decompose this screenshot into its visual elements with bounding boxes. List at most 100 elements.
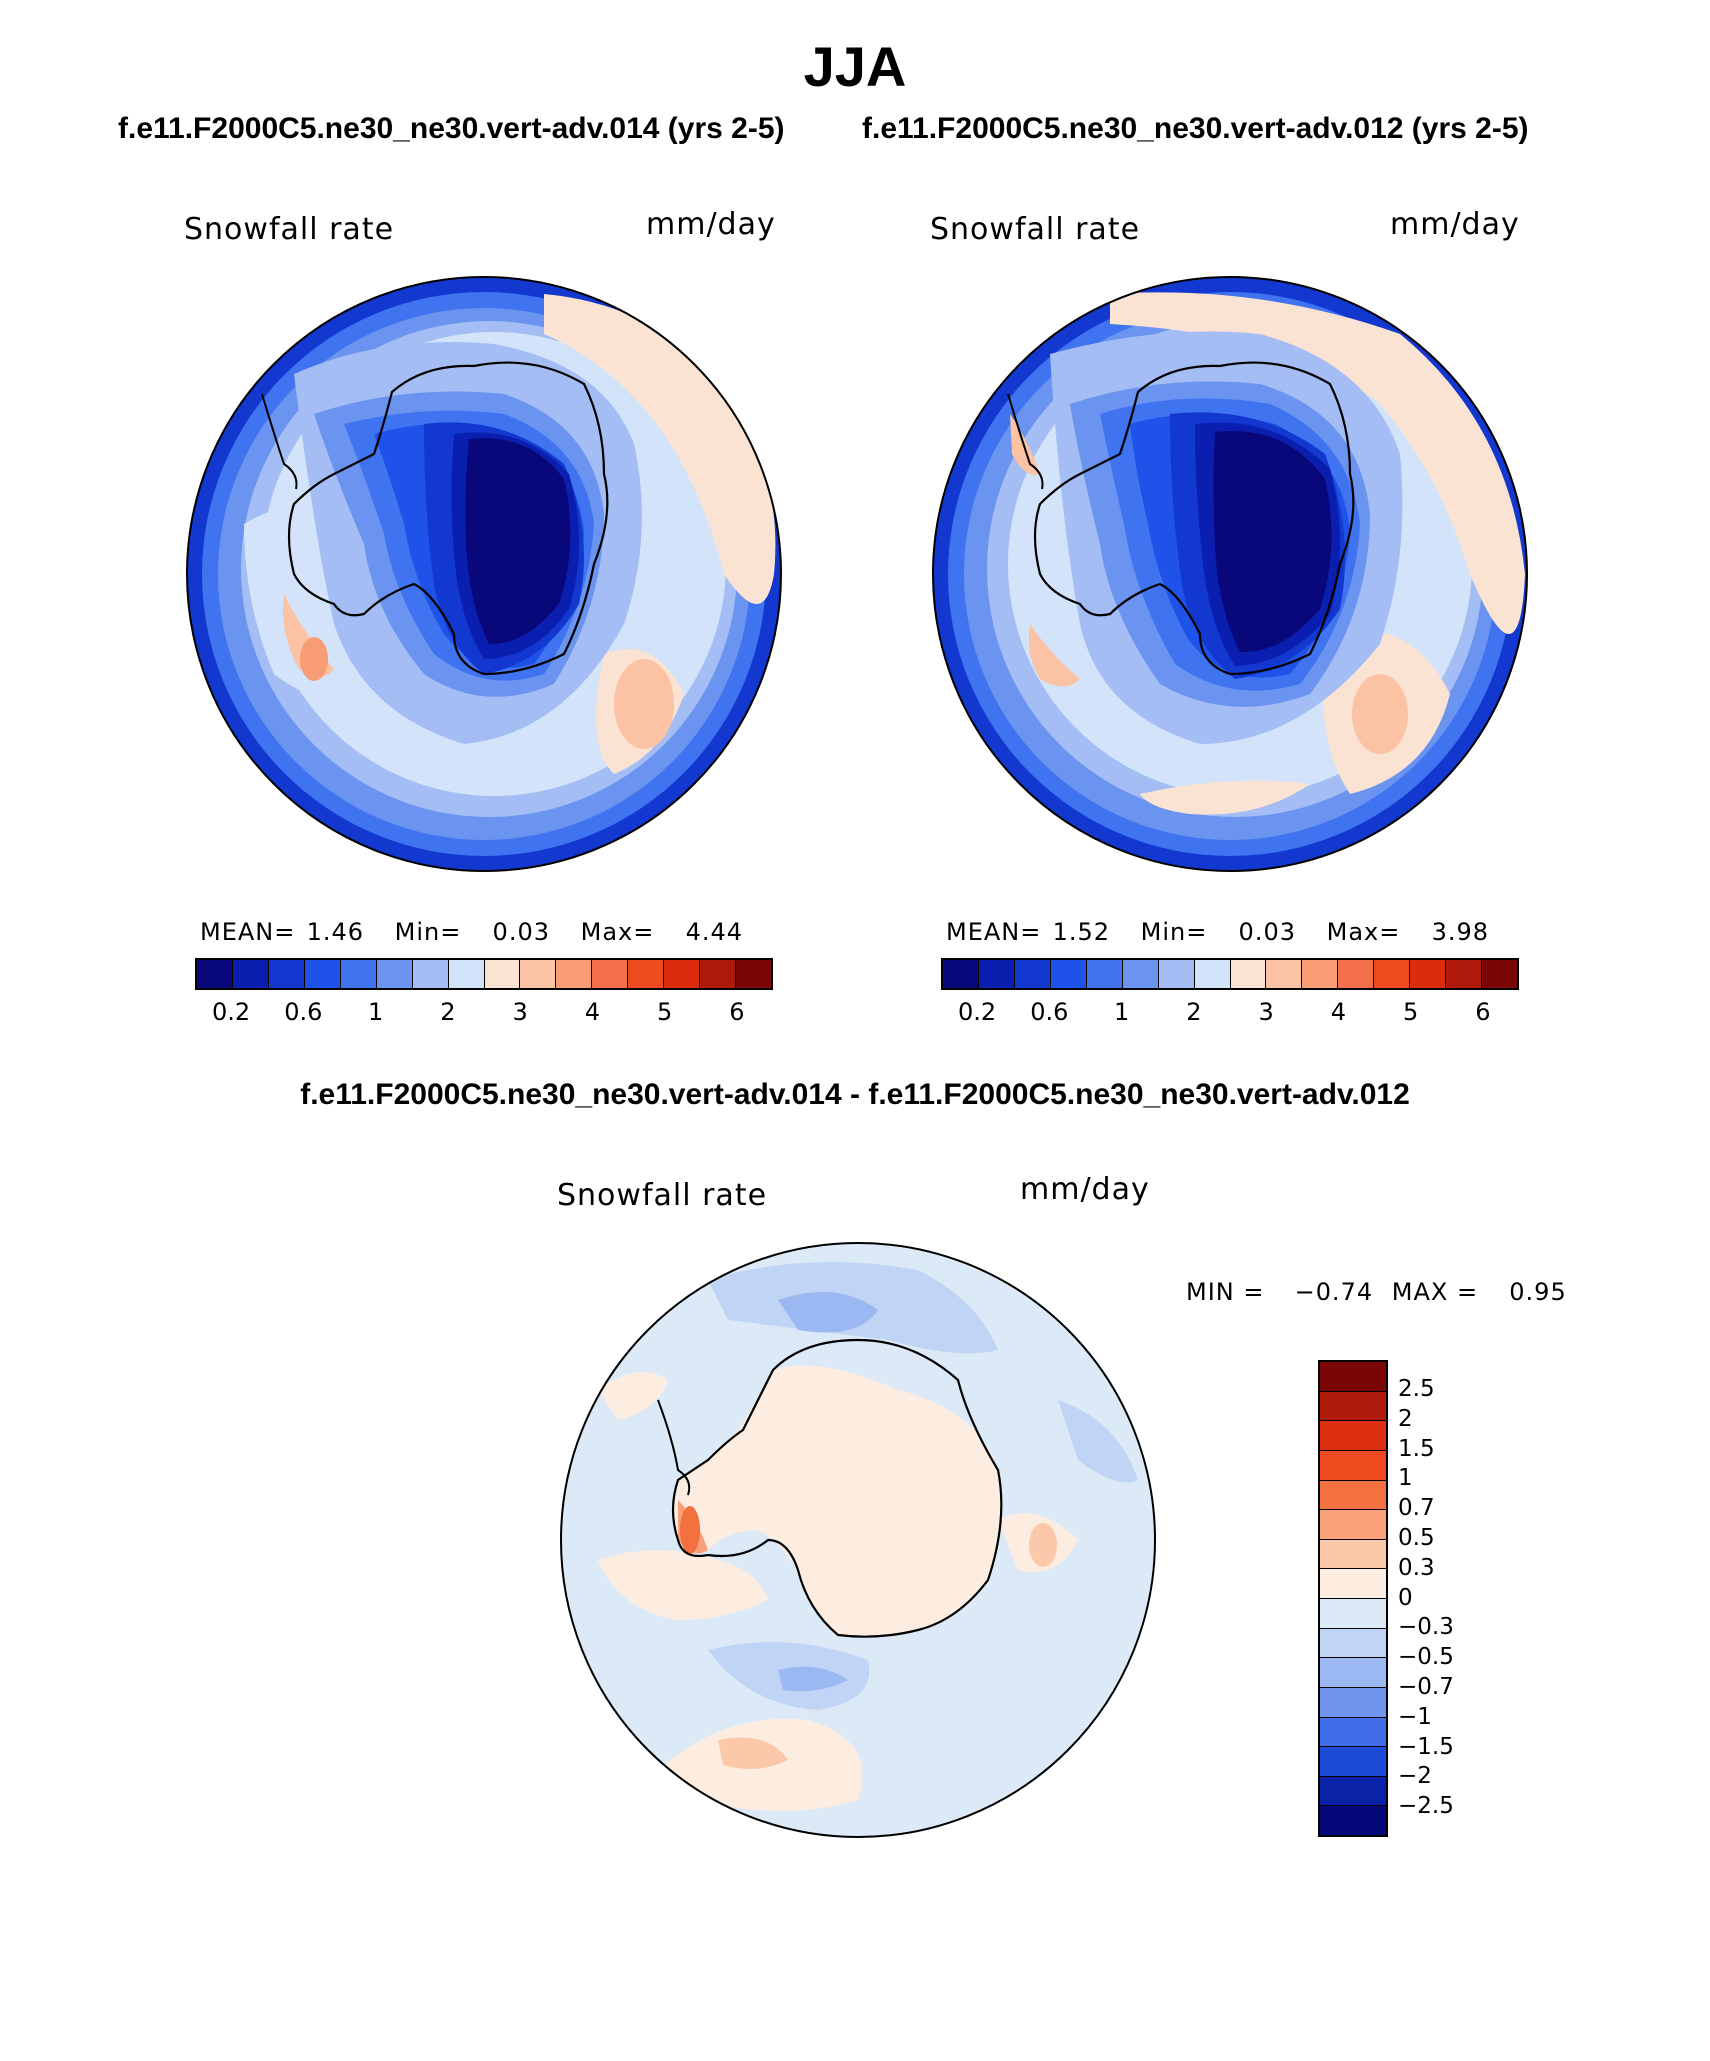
colorbar-swatch xyxy=(1158,960,1195,988)
colorbar-tick-label: 2 xyxy=(1398,1405,1413,1432)
max-label: Max= xyxy=(580,918,655,946)
colorbar-swatch xyxy=(1320,1450,1386,1481)
mean-value: 1.52 xyxy=(1052,918,1110,946)
min-label: MIN = xyxy=(1186,1278,1265,1306)
colorbar-swatch xyxy=(1338,960,1375,988)
colorbar-tick-label: 2 xyxy=(1186,998,1202,1026)
difference-variable-label: Snowfall rate xyxy=(557,1178,768,1213)
colorbar-tick-label: 2 xyxy=(440,998,456,1026)
colorbar-tick-label: −2 xyxy=(1398,1763,1432,1790)
difference-polar-map xyxy=(560,1242,1156,1838)
colorbar-swatch xyxy=(232,960,269,988)
colorbar-swatch xyxy=(1122,960,1159,988)
difference-colorbar-ticks: 2.5 2 1.5 1 0.7 0.5 0.3 0 −0.3 −0.5 −0.7 −1 −1.5 −2 −2… xyxy=(1398,1375,1518,1822)
max-label: Max= xyxy=(1326,918,1401,946)
colorbar-tick-label: 6 xyxy=(1475,998,1491,1026)
colorbar-swatch xyxy=(1320,1806,1386,1835)
panel-1-polar-map xyxy=(186,276,782,872)
panel-2-colorbar-ticks: 0.2 0.6 1 2 3 4 5 6 xyxy=(941,998,1519,1028)
colorbar-swatch xyxy=(943,960,979,988)
colorbar-tick-label: 0 xyxy=(1398,1584,1413,1611)
colorbar-swatch xyxy=(520,960,557,988)
colorbar-tick-label: −0.7 xyxy=(1398,1673,1454,1700)
colorbar-swatch xyxy=(1050,960,1087,988)
colorbar-tick-label: −0.5 xyxy=(1398,1644,1454,1671)
colorbar-swatch xyxy=(1014,960,1051,988)
colorbar-tick-label: −1 xyxy=(1398,1703,1432,1730)
colorbar-swatch xyxy=(736,960,771,988)
colorbar-swatch xyxy=(376,960,413,988)
colorbar-tick-label: 6 xyxy=(729,998,745,1026)
difference-title: f.e11.F2000C5.ne30_ne30.vert-adv.014 - f… xyxy=(300,1078,1410,1111)
colorbar-tick-label: 3 xyxy=(1258,998,1274,1026)
colorbar-tick-label: 5 xyxy=(656,998,673,1026)
figure-title: JJA xyxy=(803,35,907,98)
panel-2-stats: MEAN= 1.52 Min= 0.03 Max= 3.98 xyxy=(946,918,1489,946)
colorbar-tick-label: 0.6 xyxy=(284,998,323,1026)
colorbar-swatch xyxy=(268,960,305,988)
colorbar-tick-label: 4 xyxy=(584,998,601,1026)
min-label: Min= xyxy=(394,918,462,946)
colorbar-swatch xyxy=(1194,960,1231,988)
colorbar-swatch xyxy=(304,960,341,988)
colorbar-swatch xyxy=(1320,1391,1386,1422)
panel-2-variable-label: Snowfall rate xyxy=(930,212,1141,247)
panel-1-units-label: mm/day xyxy=(646,207,776,242)
colorbar-swatch xyxy=(1320,1362,1386,1392)
colorbar-swatch xyxy=(1320,1776,1386,1807)
colorbar-swatch xyxy=(664,960,701,988)
max-value: 3.98 xyxy=(1431,918,1489,946)
panel-2-colorbar xyxy=(941,958,1519,990)
mean-label: MEAN= xyxy=(946,918,1042,946)
difference-colorbar xyxy=(1318,1360,1388,1837)
colorbar-tick-label: −2.5 xyxy=(1398,1793,1454,1820)
colorbar-swatch xyxy=(1320,1658,1386,1688)
mean-value: 1.46 xyxy=(306,918,364,946)
colorbar-swatch xyxy=(1320,1421,1386,1451)
panel-2-polar-map xyxy=(932,276,1528,872)
colorbar-swatch xyxy=(197,960,233,988)
colorbar-tick-label: −1.5 xyxy=(1398,1733,1454,1760)
colorbar-swatch xyxy=(1374,960,1411,988)
colorbar-swatch xyxy=(1266,960,1303,988)
colorbar-swatch xyxy=(1302,960,1339,988)
colorbar-swatch xyxy=(1482,960,1517,988)
panel-2-case-title: f.e11.F2000C5.ne30_ne30.vert-adv.012 (yr… xyxy=(862,112,1529,145)
panel-1-colorbar-ticks: 0.2 0.6 1 2 3 4 5 6 xyxy=(195,998,773,1028)
min-value: 0.03 xyxy=(492,918,550,946)
colorbar-swatch xyxy=(340,960,377,988)
colorbar-swatch xyxy=(1320,1687,1386,1718)
colorbar-tick-label: 5 xyxy=(1402,998,1419,1026)
colorbar-tick-label: 4 xyxy=(1330,998,1347,1026)
colorbar-swatch xyxy=(1320,1510,1386,1540)
mean-label: MEAN= xyxy=(200,918,296,946)
max-label: MAX = xyxy=(1391,1278,1479,1306)
colorbar-swatch xyxy=(1320,1599,1386,1629)
min-label: Min= xyxy=(1140,918,1208,946)
colorbar-swatch xyxy=(700,960,737,988)
difference-stats: MIN = −0.74 MAX = 0.95 xyxy=(1186,1278,1567,1306)
colorbar-tick-label: 0.6 xyxy=(1030,998,1069,1026)
colorbar-tick-label: −0.3 xyxy=(1398,1614,1454,1641)
colorbar-tick-label: 0.2 xyxy=(958,998,997,1026)
colorbar-tick-label: 3 xyxy=(512,998,528,1026)
colorbar-swatch xyxy=(484,960,521,988)
colorbar-swatch xyxy=(556,960,593,988)
colorbar-tick-label: 1 xyxy=(1113,998,1130,1026)
colorbar-swatch xyxy=(1230,960,1267,988)
panel-1-case-title: f.e11.F2000C5.ne30_ne30.vert-adv.014 (yr… xyxy=(118,112,785,145)
colorbar-swatch xyxy=(1410,960,1447,988)
colorbar-swatch xyxy=(978,960,1015,988)
colorbar-swatch xyxy=(412,960,449,988)
panel-2-units-label: mm/day xyxy=(1390,207,1520,242)
colorbar-swatch xyxy=(448,960,485,988)
colorbar-swatch xyxy=(1320,1717,1386,1748)
panel-1-colorbar xyxy=(195,958,773,990)
colorbar-swatch xyxy=(1446,960,1483,988)
colorbar-swatch xyxy=(628,960,665,988)
min-value: −0.74 xyxy=(1294,1278,1374,1306)
colorbar-swatch xyxy=(1320,1628,1386,1659)
colorbar-tick-label: 1 xyxy=(367,998,384,1026)
max-value: 4.44 xyxy=(685,918,743,946)
colorbar-tick-label: 0.2 xyxy=(212,998,251,1026)
